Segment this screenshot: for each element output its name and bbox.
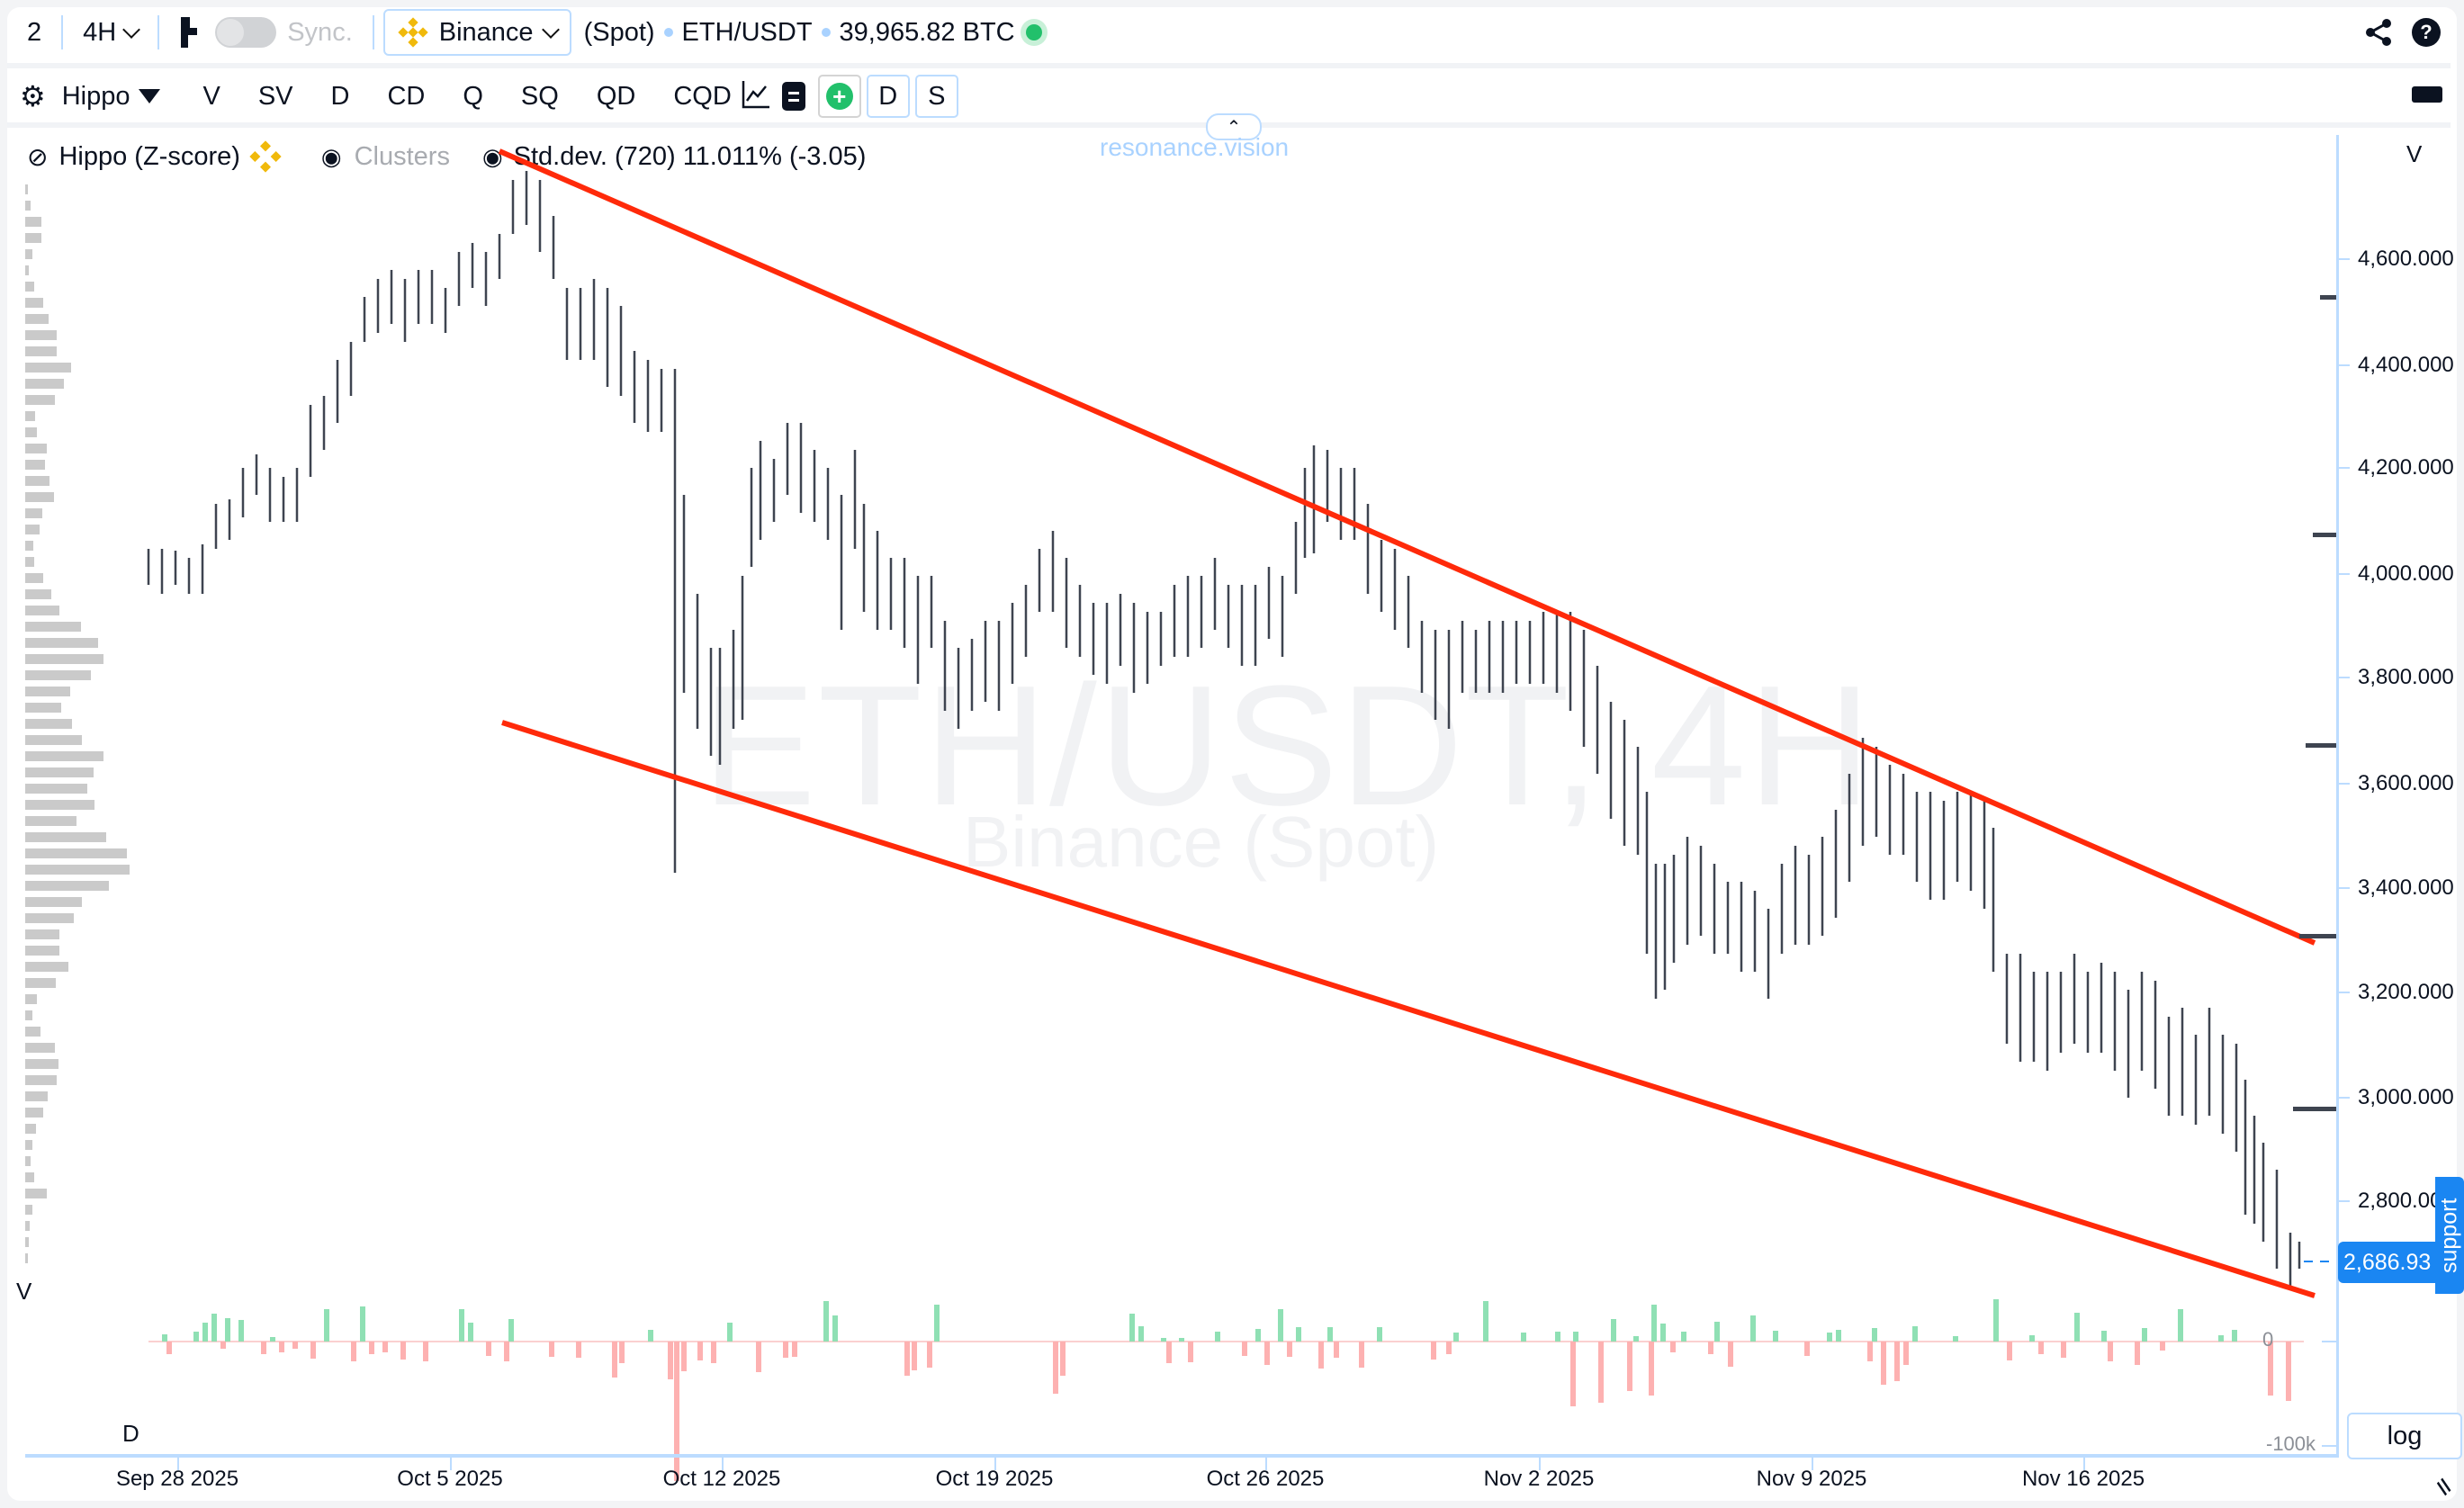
binance-icon bbox=[249, 140, 282, 173]
exchange-dropdown[interactable]: Binance bbox=[382, 9, 571, 56]
separator-dot bbox=[663, 28, 673, 37]
level-marker bbox=[2299, 934, 2336, 938]
app-frame bbox=[7, 7, 2457, 1501]
divider bbox=[157, 15, 160, 49]
channel-upper-line bbox=[498, 148, 2316, 946]
volume-pane-label: V bbox=[16, 1278, 32, 1305]
time-label: Oct 26 2025 bbox=[1206, 1467, 1325, 1491]
live-status-icon bbox=[1020, 19, 1048, 46]
price-label: 3,800.000 bbox=[2358, 665, 2454, 689]
level-marker bbox=[2306, 743, 2336, 748]
time-label: Nov 9 2025 bbox=[1756, 1467, 1867, 1491]
timeframe-label: 4H bbox=[83, 17, 117, 47]
volume-btc: 39,965.82 BTC bbox=[839, 17, 1015, 47]
toolbar-button-d[interactable]: D bbox=[330, 81, 350, 111]
price-label: 3,400.000 bbox=[2358, 875, 2454, 900]
share-icon[interactable] bbox=[2365, 18, 2394, 51]
symbol-label[interactable]: ETH/USDT bbox=[681, 17, 813, 47]
eye-icon[interactable]: ◉ bbox=[320, 142, 342, 170]
toolbar-button-cqd[interactable]: CQD bbox=[673, 81, 732, 111]
watermark-title: ETH/USDT, 4H bbox=[702, 651, 1874, 841]
price-label: 3,000.000 bbox=[2358, 1085, 2454, 1109]
level-marker bbox=[2293, 1107, 2336, 1111]
toolbar-box-button-d[interactable]: D bbox=[866, 75, 910, 118]
price-axis[interactable] bbox=[2336, 135, 2339, 1458]
indicator-toolbar: ⚙ Hippo V SV D CD Q SQ QD CQD + D S bbox=[0, 67, 2464, 126]
legend-clusters[interactable]: Clusters bbox=[354, 141, 450, 171]
indicator-name[interactable]: Hippo bbox=[61, 81, 130, 111]
sync-label: Sync. bbox=[287, 17, 353, 47]
toolbar-button-v[interactable]: V bbox=[202, 81, 220, 111]
collapse-toolbar-button[interactable]: ⌃ bbox=[1206, 113, 1262, 140]
toolbar-button-sv[interactable]: SV bbox=[257, 81, 293, 111]
filter-icon[interactable] bbox=[139, 89, 161, 103]
support-button[interactable]: support bbox=[2435, 1177, 2464, 1294]
divider bbox=[61, 15, 64, 49]
timeframe-dropdown[interactable]: 4H bbox=[83, 17, 141, 48]
time-label: Oct 5 2025 bbox=[397, 1467, 503, 1491]
line-chart-icon[interactable] bbox=[741, 79, 771, 114]
add-icon: + bbox=[825, 83, 853, 110]
current-price-badge: 2,686.93 bbox=[2338, 1242, 2446, 1283]
layout-count[interactable]: 2 bbox=[27, 17, 42, 47]
gear-icon[interactable]: ⚙ bbox=[20, 80, 46, 112]
market-type: (Spot) bbox=[583, 17, 655, 47]
sync-toggle[interactable] bbox=[215, 17, 277, 48]
price-label: 4,000.000 bbox=[2358, 561, 2454, 586]
channel-lower-line bbox=[501, 720, 2316, 1298]
price-label: 4,200.000 bbox=[2358, 455, 2454, 480]
price-label: 4,600.000 bbox=[2358, 247, 2454, 271]
add-indicator-button[interactable]: + bbox=[817, 75, 861, 118]
time-label: Sep 28 2025 bbox=[115, 1467, 239, 1491]
top-bar: 2 4H Sync. Binance (Spot) ETH/USDT 39,96… bbox=[0, 0, 2464, 65]
toolbar-button-cd[interactable]: CD bbox=[387, 81, 426, 111]
right-volume-label: V bbox=[2406, 140, 2423, 167]
separator-dot bbox=[821, 28, 831, 37]
price-label: 4,400.000 bbox=[2358, 353, 2454, 377]
chart-type-icon[interactable] bbox=[179, 17, 198, 48]
price-label: 3,600.000 bbox=[2358, 771, 2454, 795]
brand-link[interactable]: resonance.vision bbox=[1100, 133, 1290, 161]
divider bbox=[372, 15, 374, 49]
time-axis[interactable] bbox=[25, 1454, 2338, 1458]
time-label: Nov 16 2025 bbox=[2021, 1467, 2145, 1491]
legend-stddev[interactable]: Std.dev. (720) 11.011% (-3.05) bbox=[513, 141, 867, 171]
delta-min-label: -100k bbox=[2266, 1432, 2316, 1455]
level-marker bbox=[2320, 295, 2336, 300]
candlesticks bbox=[147, 171, 2301, 1287]
list-icon[interactable] bbox=[781, 82, 805, 111]
delta-zero-label: 0 bbox=[2262, 1328, 2274, 1351]
level-marker bbox=[2313, 533, 2336, 537]
chart-legend: ⊘ Hippo (Z-score) ◉ Clusters ◉ Std.dev. … bbox=[27, 140, 866, 173]
delta-tick bbox=[2322, 1445, 2336, 1447]
help-icon[interactable]: ? bbox=[2412, 18, 2441, 47]
toolbar-button-qd[interactable]: QD bbox=[596, 81, 636, 111]
eye-off-icon[interactable]: ⊘ bbox=[27, 142, 49, 171]
delta-histogram bbox=[148, 1299, 2304, 1481]
divider bbox=[7, 63, 2451, 68]
toolbar-button-sq[interactable]: SQ bbox=[520, 81, 559, 111]
legend-hippo[interactable]: Hippo (Z-score) bbox=[58, 141, 240, 171]
toolbar-button-q[interactable]: Q bbox=[463, 81, 483, 111]
binance-icon bbox=[398, 17, 428, 48]
delta-tick bbox=[2322, 1341, 2336, 1342]
time-label: Oct 19 2025 bbox=[935, 1467, 1054, 1491]
watermark-subtitle: Binance (Spot) bbox=[963, 802, 1440, 882]
exchange-label: Binance bbox=[438, 17, 534, 47]
price-label: 3,200.000 bbox=[2358, 980, 2454, 1004]
toolbar-box-button-s[interactable]: S bbox=[914, 75, 958, 118]
ruler-icon[interactable] bbox=[2412, 86, 2442, 103]
eye-icon[interactable]: ◉ bbox=[481, 142, 503, 170]
time-label: Oct 12 2025 bbox=[662, 1467, 781, 1491]
delta-pane-label: D bbox=[122, 1420, 139, 1447]
log-scale-button[interactable]: log bbox=[2347, 1413, 2462, 1459]
time-label: Nov 2 2025 bbox=[1483, 1467, 1595, 1491]
